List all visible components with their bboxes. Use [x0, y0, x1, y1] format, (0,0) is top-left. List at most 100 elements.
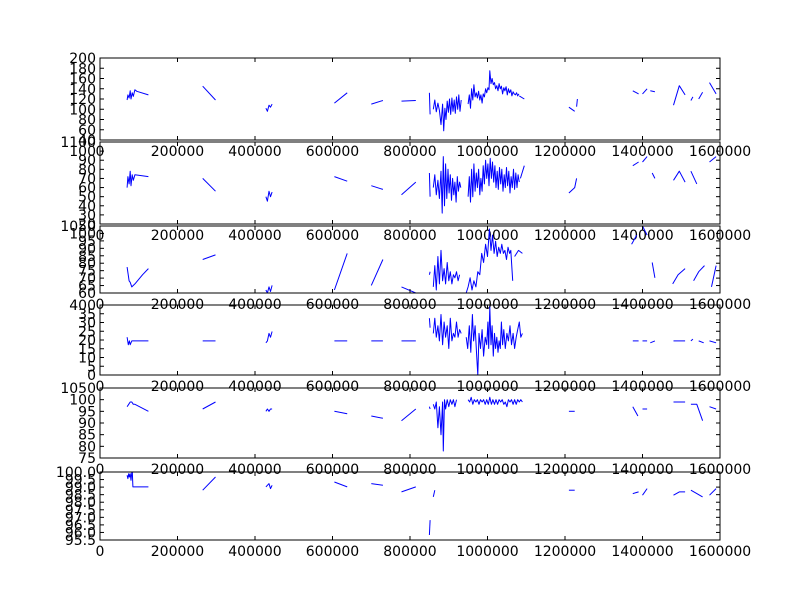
series-segment-15 [673, 170, 686, 183]
series-segment-7 [428, 172, 431, 197]
series-segment-8 [432, 156, 462, 214]
y-tick-label: 120 [69, 92, 96, 108]
series-lines [126, 472, 717, 536]
subplot-4: 0 200000 400000 600000 800000 1000000 1200000 1… [69, 298, 751, 395]
y-tick-label: 99.0 [65, 480, 96, 496]
series-segment-12 [642, 226, 648, 236]
series-segment-9 [467, 396, 523, 408]
y-tick-label: 160 [69, 72, 96, 88]
series-segment-12 [632, 161, 639, 167]
series-segment-12 [576, 98, 578, 107]
series-lines [126, 70, 717, 132]
series-segment-2 [202, 178, 216, 192]
x-tick-label: 800000 [383, 228, 436, 244]
x-tick-label: 600000 [306, 228, 359, 244]
series-segment-1 [126, 337, 149, 346]
x-tick-label: 200000 [151, 228, 204, 244]
y-tick-label: 30 [78, 208, 96, 224]
series-segment-3 [265, 285, 273, 293]
series-segment-14 [672, 268, 686, 285]
y-tick-label: 20 [78, 333, 96, 349]
y-tick-label: 25 [78, 324, 96, 340]
series-lines [126, 156, 717, 214]
series-segment-16 [690, 170, 698, 185]
series-segment-10 [519, 95, 525, 100]
series-segment-16 [673, 85, 686, 106]
series-segment-5 [370, 259, 384, 286]
y-tick-label: 99.5 [65, 473, 96, 489]
series-segment-2 [202, 401, 216, 410]
series-segment-8 [432, 314, 462, 349]
y-tick-label: 200 [69, 51, 96, 67]
series-segment-13 [632, 90, 639, 95]
y-tick-label: 5 [87, 359, 96, 375]
x-tick-label: 1200000 [534, 379, 596, 395]
series-segment-9 [465, 306, 523, 375]
y-tick-label: 100 [69, 393, 96, 409]
series-segment-14 [709, 488, 717, 496]
y-tick-label: 180 [69, 61, 96, 77]
series-segment-6 [401, 100, 416, 102]
y-tick-label: 97.5 [65, 503, 96, 519]
series-segment-19 [709, 82, 717, 95]
x-tick-label: 1400000 [611, 544, 673, 560]
x-tick-label: 1000000 [456, 144, 518, 160]
series-segment-7 [428, 92, 431, 115]
series-segment-6 [401, 181, 417, 196]
y-tick-label: 0 [87, 368, 96, 384]
y-tick-label: 40 [78, 133, 96, 149]
y-tick-label: 80 [78, 162, 96, 178]
series-segment-11 [632, 406, 639, 417]
series-segment-14 [651, 172, 656, 179]
x-tick-label: 1600000 [689, 379, 751, 395]
y-tick-label: 80 [78, 256, 96, 272]
x-tick-label: 0 [96, 462, 105, 478]
series-segment-1 [126, 472, 149, 488]
series-segment-15 [709, 406, 717, 410]
x-tick-label: 0 [96, 379, 105, 395]
series-segment-6 [401, 408, 417, 422]
series-segment-5 [371, 415, 383, 419]
series-segment-1 [126, 89, 149, 101]
subplot-6: 0 200000 400000 600000 800000 1000000 1200000 1… [56, 465, 751, 560]
series-segment-15 [650, 90, 656, 93]
x-tick-label: 400000 [228, 228, 281, 244]
series-segment-10 [514, 249, 523, 257]
series-segment-5 [371, 100, 384, 105]
x-tick-label: 400000 [228, 462, 281, 478]
series-segment-9 [467, 157, 520, 203]
series-segment-16 [709, 340, 717, 344]
series-segment-12 [673, 491, 686, 496]
series-segment-7 [428, 406, 431, 410]
x-tick-label: 1400000 [611, 144, 673, 160]
series-segment-9 [467, 70, 520, 109]
x-tick-label: 1600000 [689, 462, 751, 478]
y-tick-label: 98.5 [65, 488, 96, 504]
x-tick-label: 600000 [306, 379, 359, 395]
series-segment-3 [265, 483, 273, 490]
series-segment-14 [642, 88, 648, 95]
series-segment-5 [371, 483, 383, 486]
series-segment-12 [650, 340, 656, 344]
series-segment-11 [631, 234, 638, 245]
subplot-5: 0 200000 400000 600000 800000 1000000 1200000 1… [60, 381, 751, 478]
y-tick-label: 95 [78, 404, 96, 420]
x-tick-label: 400000 [228, 544, 281, 560]
series-segment-3 [265, 331, 273, 344]
subplot-2: 0 200000 400000 600000 800000 1000000 1200000 1… [60, 135, 751, 244]
series-segment-3 [265, 190, 273, 202]
series-segment-2 [202, 85, 216, 101]
x-tick-label: 800000 [383, 544, 436, 560]
x-tick-label: 200000 [151, 144, 204, 160]
series-segment-8 [432, 399, 457, 452]
series-segment-1 [126, 267, 149, 288]
series-segment-6 [401, 486, 416, 493]
x-tick-label: 1000000 [456, 544, 518, 560]
series-segment-4 [334, 481, 348, 488]
series-segment-11 [568, 106, 575, 112]
x-tick-label: 200000 [151, 544, 204, 560]
y-tick-label: 100 [69, 226, 96, 242]
series-segment-3 [265, 408, 273, 412]
series-segment-17 [709, 156, 717, 163]
series-segment-7 [428, 271, 431, 275]
